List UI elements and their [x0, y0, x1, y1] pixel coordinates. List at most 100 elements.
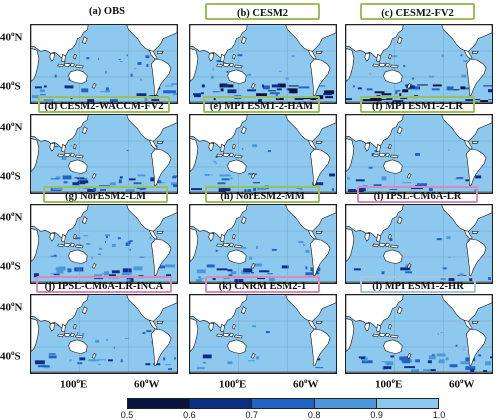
hemisphere: W: [148, 378, 160, 391]
landmass: [240, 216, 247, 224]
value-patch: [100, 189, 106, 192]
value-patch: [276, 85, 286, 88]
landmass: [364, 142, 371, 152]
value-patch: [137, 174, 146, 177]
value-patch: [303, 244, 305, 246]
value-patch: [196, 269, 206, 274]
landmass: [396, 306, 403, 314]
value-patch: [39, 94, 46, 96]
value-patch: [125, 189, 135, 193]
value-patch: [230, 271, 237, 275]
value-patch: [488, 277, 492, 281]
landmass: [385, 242, 390, 248]
landmass: [285, 205, 336, 232]
value-patch: [276, 88, 282, 91]
panel-title: (c) CESM2-FV2: [360, 3, 475, 20]
landmass: [383, 249, 403, 264]
landmass: [233, 244, 243, 249]
value-patch: [111, 270, 120, 274]
value-patch: [478, 354, 482, 357]
value-patch: [449, 364, 458, 368]
value-patch: [428, 369, 436, 372]
value-patch: [222, 62, 226, 64]
landmass: [310, 328, 331, 366]
value-patch: [432, 84, 442, 87]
landmass: [466, 148, 487, 186]
value-patch: [133, 182, 142, 185]
value-patch: [83, 187, 91, 190]
value-patch: [158, 265, 166, 269]
value-patch: [252, 144, 258, 148]
value-patch: [374, 150, 378, 153]
value-patch: [130, 73, 133, 77]
value-patch: [428, 75, 434, 78]
latitude-label: 40oN: [0, 30, 22, 44]
value-patch: [104, 70, 107, 74]
landmass: [73, 323, 77, 330]
landmass: [223, 242, 230, 248]
value-patch: [316, 85, 326, 87]
value-patch: [305, 272, 316, 276]
value-patch: [37, 365, 45, 368]
landmass: [151, 238, 172, 276]
value-patch: [256, 93, 267, 97]
value-patch: [140, 78, 142, 81]
landmass: [208, 52, 215, 62]
lon-value: 100: [219, 378, 236, 391]
landmass: [73, 143, 77, 150]
value-patch: [440, 332, 443, 334]
landmass: [307, 229, 317, 240]
degree-mark: o: [304, 377, 308, 385]
map-canvas: [190, 115, 336, 193]
degree-mark: o: [11, 349, 15, 357]
landmass: [388, 53, 392, 60]
value-patch: [256, 245, 259, 249]
landmass: [31, 371, 177, 373]
landmass: [190, 228, 199, 262]
value-patch: [300, 97, 311, 100]
value-patch: [242, 148, 244, 151]
value-patch: [157, 180, 162, 184]
value-patch: [126, 150, 129, 152]
map-panel: [30, 24, 178, 104]
value-patch: [266, 273, 273, 275]
map-canvas: [190, 205, 336, 283]
panel-title: (l) MPI ESM1-2-HR: [360, 276, 476, 293]
value-patch: [312, 182, 324, 186]
value-patch: [139, 189, 146, 191]
landmass: [70, 242, 75, 248]
value-patch: [237, 54, 243, 57]
landmass: [396, 36, 403, 44]
value-patch: [219, 174, 231, 177]
value-patch: [96, 359, 106, 361]
value-patch: [436, 238, 442, 241]
value-patch: [411, 369, 419, 373]
value-patch: [48, 353, 56, 355]
value-patch: [364, 357, 368, 362]
landmass: [250, 83, 256, 89]
landmass: [379, 242, 386, 248]
landmass: [190, 138, 199, 172]
value-patch: [465, 179, 472, 182]
value-patch: [262, 84, 264, 88]
value-patch: [98, 253, 102, 255]
value-patch: [86, 57, 90, 60]
landmass: [31, 115, 89, 148]
value-patch: [403, 64, 406, 67]
landmass: [57, 63, 64, 68]
value-patch: [463, 60, 468, 63]
value-patch: [217, 182, 226, 185]
value-patch: [124, 337, 129, 339]
value-patch: [352, 85, 355, 88]
lat-value: 40: [0, 31, 11, 44]
map-panel: [189, 24, 337, 104]
value-patch: [347, 189, 356, 193]
value-patch: [248, 360, 256, 362]
landmass: [385, 152, 390, 158]
value-patch: [386, 147, 390, 149]
value-patch: [288, 85, 299, 87]
value-patch: [87, 189, 96, 193]
latitude-label: 40oS: [0, 349, 21, 363]
map-panel: [189, 114, 337, 194]
landmass: [389, 64, 399, 69]
